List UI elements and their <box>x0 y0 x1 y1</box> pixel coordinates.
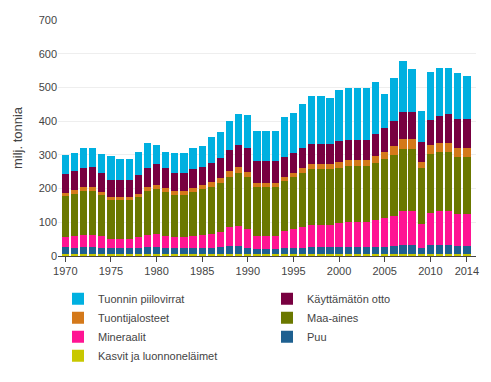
svg-text:1975: 1975 <box>99 265 123 277</box>
svg-text:1970: 1970 <box>53 265 77 277</box>
svg-text:Maa-aines: Maa-aines <box>307 312 359 324</box>
svg-text:700: 700 <box>39 14 57 26</box>
svg-text:300: 300 <box>39 149 57 161</box>
svg-text:1980: 1980 <box>144 265 168 277</box>
svg-text:1995: 1995 <box>281 265 305 277</box>
svg-text:500: 500 <box>39 81 57 93</box>
svg-text:Tuontijalosteet: Tuontijalosteet <box>98 312 169 324</box>
svg-text:2010: 2010 <box>418 265 442 277</box>
svg-text:1990: 1990 <box>236 265 260 277</box>
svg-text:2005: 2005 <box>372 265 396 277</box>
svg-text:600: 600 <box>39 48 57 60</box>
svg-text:100: 100 <box>39 216 57 228</box>
svg-text:1985: 1985 <box>190 265 214 277</box>
svg-text:2014: 2014 <box>455 265 479 277</box>
svg-text:Käyttämätön otto: Käyttämätön otto <box>307 293 390 305</box>
svg-text:400: 400 <box>39 115 57 127</box>
svg-text:Kasvit ja luonnoneläimet: Kasvit ja luonnoneläimet <box>98 350 217 362</box>
svg-text:Puu: Puu <box>307 331 327 343</box>
svg-text:2000: 2000 <box>327 265 351 277</box>
svg-text:200: 200 <box>39 182 57 194</box>
svg-text:Tuonnin piilovirrat: Tuonnin piilovirrat <box>98 293 184 305</box>
svg-text:Mineraalit: Mineraalit <box>98 331 146 343</box>
svg-text:0: 0 <box>51 250 57 262</box>
svg-text:milj. tonnia: milj. tonnia <box>10 106 25 169</box>
